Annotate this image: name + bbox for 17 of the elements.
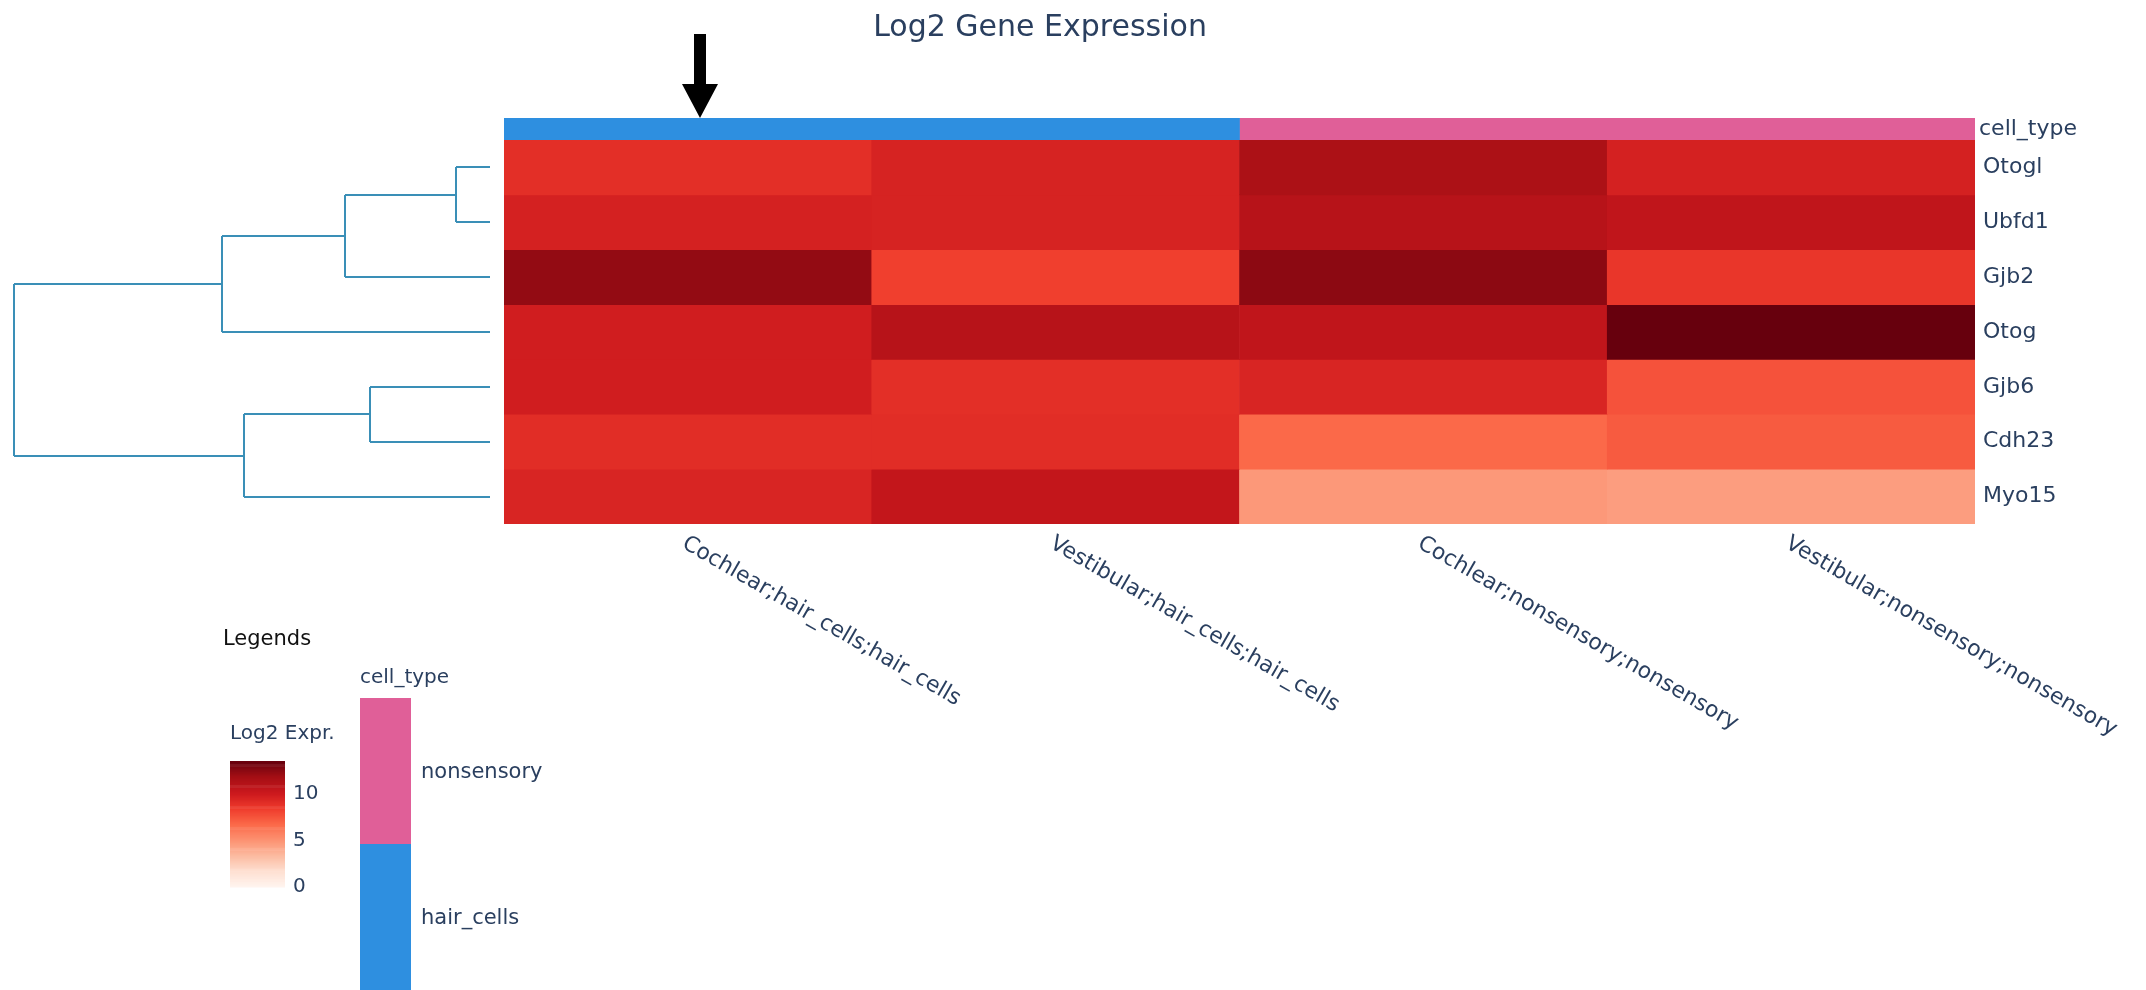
legend-title: cell_type: [360, 664, 451, 690]
legend-label: nonsensory: [421, 759, 543, 783]
y-tick-label: cell_type: [1979, 114, 2078, 141]
y-tick-label: Otogl: [1983, 153, 2043, 179]
chart-title: Log2 Gene Expression: [873, 7, 1207, 43]
y-tick-label: Gjb6: [1983, 372, 2035, 398]
y-tick-label: Ubfd1: [1983, 208, 2049, 233]
y-tick-label: Cdh23: [1983, 427, 2055, 453]
text: Legends: [223, 626, 312, 651]
color-bar-label: 10: [293, 779, 319, 804]
color-bar-label: 0: [293, 873, 306, 898]
y-tick-label: Otog: [1983, 317, 2037, 343]
color-bar-label: 5: [293, 826, 306, 851]
y-tick-label: Gjb2: [1983, 262, 2035, 288]
y-tick-label: Myo15: [1983, 482, 2057, 508]
legend-label: hair_cells: [421, 905, 520, 929]
color-bar-title: Log2 Expr.: [230, 720, 335, 744]
